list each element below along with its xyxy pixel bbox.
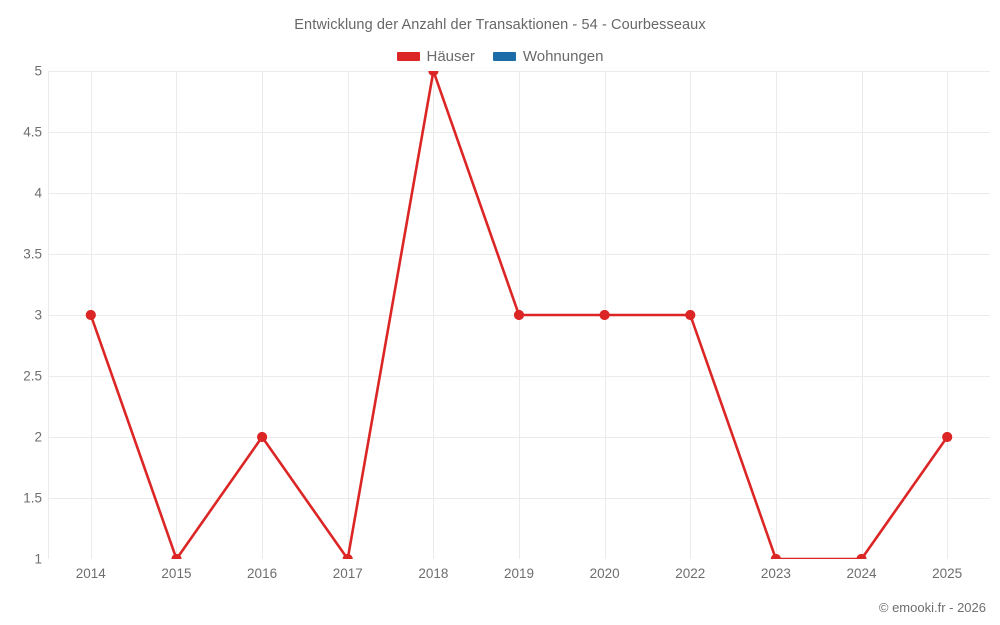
data-point[interactable]: [685, 309, 696, 321]
legend-swatch-wohnungen: [492, 51, 516, 61]
x-axis-tick-label: 2019: [503, 566, 535, 581]
plot-svg: [48, 71, 990, 559]
data-point[interactable]: [942, 431, 953, 443]
y-axis-tick-label: 4: [34, 185, 42, 201]
chart-legend: Häuser Wohnungen: [0, 45, 1000, 67]
data-point[interactable]: [257, 431, 268, 443]
y-axis-tick-label: 1.5: [23, 490, 42, 506]
data-point[interactable]: [770, 553, 781, 559]
plot-area: [48, 71, 990, 559]
y-axis-ticks: 1 1.5 2 2.5 3 3.5 4 4.5 5: [0, 0, 42, 625]
y-axis-tick-label: 3: [34, 307, 42, 323]
y-axis-tick-label: 3.5: [23, 246, 42, 262]
legend-swatch-hauser: [396, 51, 420, 61]
data-point[interactable]: [85, 309, 96, 321]
data-point[interactable]: [171, 553, 182, 559]
legend-label-wohnungen: Wohnungen: [522, 47, 604, 65]
y-axis-tick-label: 5: [34, 63, 42, 79]
copyright-credit: © emooki.fr - 2026: [878, 600, 986, 615]
x-axis-tick-label: 2022: [675, 566, 706, 581]
y-axis-tick-label: 4.5: [23, 124, 42, 140]
x-axis-tick-label: 2015: [161, 566, 192, 581]
legend-item-hauser[interactable]: Häuser: [396, 47, 475, 65]
y-axis-tick-label: 1: [34, 551, 42, 567]
data-point[interactable]: [599, 309, 610, 321]
x-axis-tick-label: 2025: [932, 566, 963, 581]
x-axis-tick-label: 2017: [332, 566, 363, 581]
data-point[interactable]: [428, 71, 439, 77]
legend-label-hauser: Häuser: [426, 47, 475, 65]
data-point[interactable]: [342, 553, 353, 559]
data-point[interactable]: [856, 553, 867, 559]
data-point[interactable]: [513, 309, 525, 321]
x-axis-tick-label: 2020: [589, 566, 620, 581]
x-axis-tick-label: 2016: [247, 566, 278, 581]
y-axis-tick-label: 2.5: [23, 368, 42, 384]
x-axis-tick-label: 2023: [760, 566, 791, 581]
y-axis-tick-label: 2: [34, 429, 42, 445]
chart-title: Entwicklung der Anzahl der Transaktionen…: [294, 17, 706, 33]
legend-item-wohnungen[interactable]: Wohnungen: [492, 47, 604, 65]
x-axis-tick-label: 2014: [75, 566, 106, 581]
x-axis-tick-label: 2018: [418, 566, 449, 581]
x-axis-tick-label: 2024: [846, 566, 877, 581]
